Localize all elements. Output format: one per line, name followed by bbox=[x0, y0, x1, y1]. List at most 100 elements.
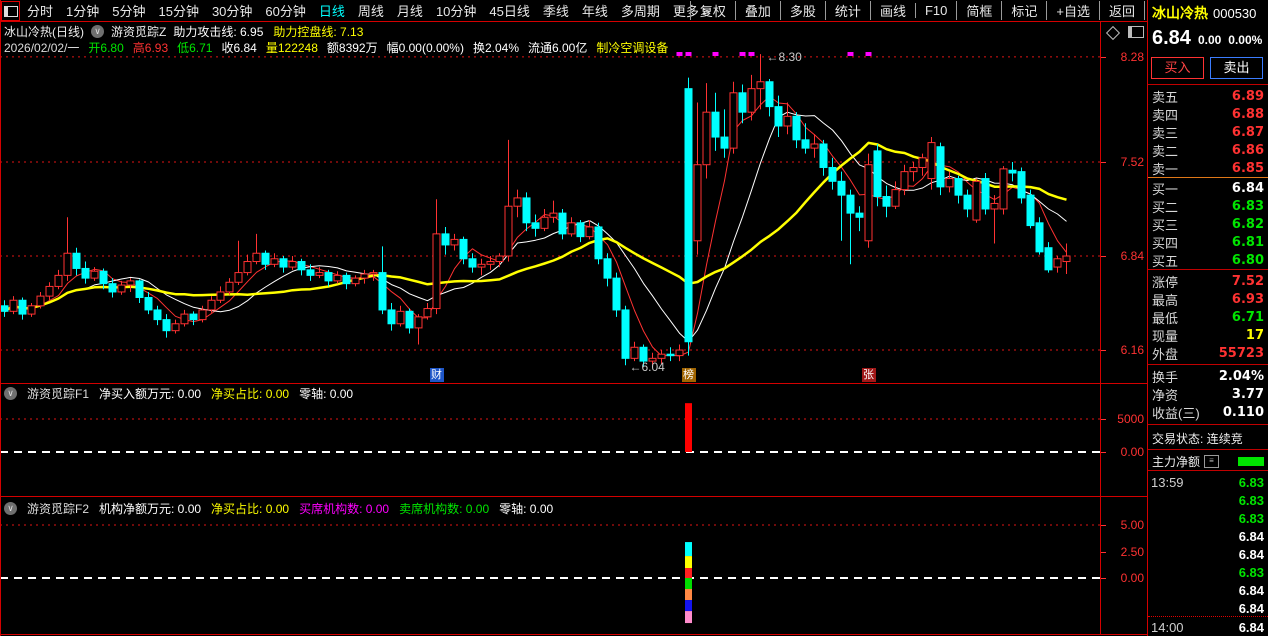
period-tab-15分钟[interactable]: 15分钟 bbox=[158, 4, 199, 19]
list-icon[interactable]: ≡ bbox=[1204, 455, 1220, 468]
row-value: 55723 bbox=[1218, 345, 1264, 361]
field: 净买占比: 0.00 bbox=[211, 502, 290, 516]
tool-button-复权[interactable]: 复权 bbox=[689, 1, 735, 20]
bid-row-5[interactable]: 买五 6.80 bbox=[1148, 251, 1268, 269]
panel-separator bbox=[1148, 364, 1268, 365]
axis-tick bbox=[1100, 350, 1106, 351]
buy-button[interactable]: 买入 bbox=[1151, 57, 1204, 79]
trade-minute-separator bbox=[1148, 616, 1268, 618]
stat-row[interactable]: 外盘 55723 bbox=[1148, 344, 1268, 362]
period-tab-多周期[interactable]: 多周期 bbox=[620, 4, 660, 19]
trade-row: 6.84 bbox=[1148, 599, 1268, 617]
f1-f2-divider bbox=[0, 496, 1148, 497]
trade-price: 6.83 bbox=[1238, 474, 1264, 490]
trade-row: 14:00 6.84 bbox=[1148, 618, 1268, 636]
row-value: 6.82 bbox=[1231, 216, 1264, 232]
tool-button-多股[interactable]: 多股 bbox=[779, 1, 825, 20]
axis-label: 6.84 bbox=[1120, 249, 1144, 263]
price-row: 6.84 0.00 0.00% bbox=[1152, 27, 1262, 50]
stat-row[interactable]: 现量 17 bbox=[1148, 326, 1268, 344]
capital-flow-bar bbox=[1238, 457, 1264, 466]
stat-row[interactable]: 最高 6.93 bbox=[1148, 290, 1268, 308]
period-tab-更多 >[interactable]: 更多 > bbox=[672, 4, 711, 19]
trade-price: 6.83 bbox=[1238, 510, 1264, 526]
tool-button-+自选[interactable]: +自选 bbox=[1046, 1, 1099, 20]
main-candlestick-chart[interactable] bbox=[0, 40, 1100, 383]
stock-header: 冰山冷热 000530 bbox=[1152, 3, 1256, 23]
period-tab-周线[interactable]: 周线 bbox=[357, 4, 384, 19]
window-split-icon[interactable] bbox=[1, 1, 20, 21]
period-tab-日线[interactable]: 日线 bbox=[318, 4, 345, 19]
tool-buttons: 复权 叠加 多股 统计 画线 F10 简框 标记 +自选 返回 bbox=[689, 0, 1145, 21]
row-label: 买四 bbox=[1152, 235, 1179, 251]
ask-row-1[interactable]: 卖一 6.85 bbox=[1148, 159, 1268, 177]
last-price: 6.84 bbox=[1152, 27, 1191, 49]
row-label: 涨停 bbox=[1152, 274, 1179, 290]
f1-netbuy-chart[interactable] bbox=[0, 383, 1100, 497]
axis-tick bbox=[1100, 452, 1106, 453]
tool-button-叠加[interactable]: 叠加 bbox=[734, 1, 780, 20]
split-view-icon[interactable] bbox=[1128, 26, 1144, 38]
f2-institution-chart[interactable] bbox=[0, 497, 1100, 636]
f2-panel-header: ∨ 游资觅踪F2 机构净额万元: 0.00 净买占比: 0.00 买席机构数: 0.… bbox=[4, 501, 553, 516]
field: 开6.80 bbox=[88, 41, 124, 55]
bid-row-1[interactable]: 买一 6.84 bbox=[1148, 179, 1268, 197]
peak-price-annotation: ←8.30 bbox=[766, 50, 802, 64]
row-label: 净资 bbox=[1152, 387, 1179, 403]
period-tab-年线[interactable]: 年线 bbox=[581, 4, 608, 19]
trade-row: 13:59 6.83 bbox=[1148, 473, 1268, 491]
f2-fields: 机构净额万元: 0.00 净买占比: 0.00 买席机构数: 0.00 卖席机构数: … bbox=[99, 500, 553, 517]
period-tab-5分钟[interactable]: 5分钟 bbox=[112, 4, 146, 19]
bid-row-4[interactable]: 买四 6.81 bbox=[1148, 233, 1268, 251]
axis-label: 8.28 bbox=[1120, 50, 1144, 64]
stat-row[interactable]: 收益(三) 0.110 bbox=[1148, 403, 1268, 421]
field: 幅0.00(0.00%) bbox=[386, 41, 464, 55]
row-value: 17 bbox=[1245, 327, 1264, 343]
panel-separator bbox=[1148, 424, 1268, 425]
period-tab-1分钟[interactable]: 1分钟 bbox=[66, 4, 100, 19]
axis-tick bbox=[1100, 256, 1106, 257]
ask-row-5[interactable]: 卖五 6.89 bbox=[1148, 87, 1268, 105]
period-tab-10分钟[interactable]: 10分钟 bbox=[435, 4, 477, 19]
window-glyph-icon bbox=[3, 5, 18, 17]
tool-button-简框[interactable]: 简框 bbox=[956, 1, 1001, 20]
axis-tick bbox=[1100, 57, 1106, 58]
row-label: 卖五 bbox=[1152, 89, 1179, 105]
tool-button-统计[interactable]: 统计 bbox=[824, 1, 870, 20]
field: 低6.71 bbox=[177, 41, 213, 55]
row-value: 0.110 bbox=[1222, 404, 1264, 420]
period-tab-月线[interactable]: 月线 bbox=[396, 4, 423, 19]
field: 高6.93 bbox=[132, 41, 169, 55]
period-tab-60分钟[interactable]: 60分钟 bbox=[265, 4, 306, 19]
stat-row[interactable]: 净资 3.77 bbox=[1148, 385, 1268, 403]
period-tab-45日线[interactable]: 45日线 bbox=[489, 4, 530, 19]
trade-row: 6.84 bbox=[1148, 581, 1268, 599]
price-change-pct: 0.00% bbox=[1228, 33, 1263, 47]
chevron-down-icon[interactable]: ∨ bbox=[4, 387, 17, 400]
tool-button-画线[interactable]: 画线 bbox=[869, 1, 915, 20]
event-tag-张[interactable]: 张 bbox=[861, 368, 876, 382]
trade-row: 6.84 bbox=[1148, 545, 1268, 563]
stat-row[interactable]: 涨停 7.52 bbox=[1148, 272, 1268, 290]
bid-row-3[interactable]: 买三 6.82 bbox=[1148, 215, 1268, 233]
chevron-down-icon[interactable]: ∨ bbox=[4, 502, 17, 515]
diamond-icon[interactable] bbox=[1105, 25, 1121, 41]
tool-button-标记[interactable]: 标记 bbox=[1001, 1, 1046, 20]
period-tab-季线[interactable]: 季线 bbox=[542, 4, 569, 19]
stat-row[interactable]: 最低 6.71 bbox=[1148, 308, 1268, 326]
sell-button[interactable]: 卖出 bbox=[1210, 57, 1263, 79]
stat-row[interactable]: 换手 2.04% bbox=[1148, 367, 1268, 385]
event-tag-榜[interactable]: 榜 bbox=[681, 368, 696, 382]
period-tab-分时[interactable]: 分时 bbox=[27, 4, 54, 19]
bid-row-2[interactable]: 买二 6.83 bbox=[1148, 197, 1268, 215]
event-tag-财[interactable]: 财 bbox=[429, 368, 444, 382]
ask-row-2[interactable]: 卖二 6.86 bbox=[1148, 141, 1268, 159]
period-tab-30分钟[interactable]: 30分钟 bbox=[211, 4, 253, 19]
tool-button-返回[interactable]: 返回 bbox=[1098, 1, 1145, 20]
tool-button-F10[interactable]: F10 bbox=[914, 3, 956, 18]
trade-status-value: 连续竞 bbox=[1206, 432, 1243, 446]
chevron-down-icon[interactable]: ∨ bbox=[91, 24, 104, 38]
ask-row-4[interactable]: 卖四 6.88 bbox=[1148, 105, 1268, 123]
ask-row-3[interactable]: 卖三 6.87 bbox=[1148, 123, 1268, 141]
